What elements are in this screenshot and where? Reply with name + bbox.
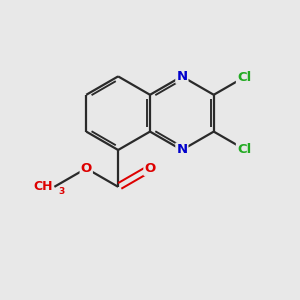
Text: CH: CH — [33, 180, 52, 193]
Text: O: O — [144, 162, 156, 175]
Text: N: N — [176, 70, 188, 83]
Text: Cl: Cl — [237, 142, 251, 156]
Text: 3: 3 — [58, 187, 64, 196]
Text: O: O — [81, 162, 92, 175]
Text: Cl: Cl — [237, 71, 251, 84]
Text: N: N — [176, 143, 188, 157]
